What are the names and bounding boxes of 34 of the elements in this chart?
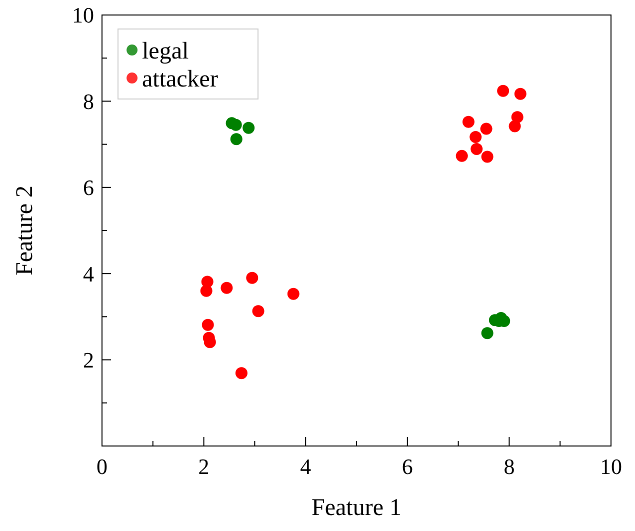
point bbox=[508, 120, 521, 132]
point bbox=[480, 122, 492, 135]
point bbox=[456, 150, 468, 162]
legend-label: legal bbox=[142, 38, 189, 64]
point bbox=[514, 88, 526, 100]
y-axis-title: Feature 2 bbox=[12, 186, 38, 276]
y-tick-label: 10 bbox=[72, 2, 94, 28]
y-tick-label: 6 bbox=[83, 175, 94, 200]
point bbox=[246, 272, 258, 284]
y-tick-label: 2 bbox=[83, 348, 94, 372]
point bbox=[497, 84, 510, 97]
point bbox=[462, 116, 474, 128]
point bbox=[202, 318, 214, 331]
point bbox=[252, 305, 264, 318]
point bbox=[287, 288, 300, 300]
x-tick-label: 8 bbox=[504, 454, 515, 479]
x-axis-title: Feature 1 bbox=[312, 495, 402, 521]
point bbox=[470, 143, 483, 156]
x-tick-label: 10 bbox=[600, 454, 622, 479]
point bbox=[242, 122, 255, 134]
x-tick-label: 0 bbox=[96, 454, 108, 479]
legend-label: attacker bbox=[142, 66, 218, 92]
point bbox=[200, 284, 212, 297]
y-tick-label: 8 bbox=[83, 88, 94, 114]
point bbox=[230, 133, 242, 146]
y-tick-label: 4 bbox=[83, 261, 94, 286]
x-tick-label: 4 bbox=[300, 454, 312, 479]
x-tick-label: 2 bbox=[198, 454, 210, 479]
point bbox=[235, 367, 248, 380]
point bbox=[481, 327, 494, 340]
x-tick-label: 6 bbox=[402, 454, 413, 479]
point bbox=[220, 282, 233, 294]
point bbox=[470, 130, 482, 143]
point bbox=[481, 150, 494, 163]
